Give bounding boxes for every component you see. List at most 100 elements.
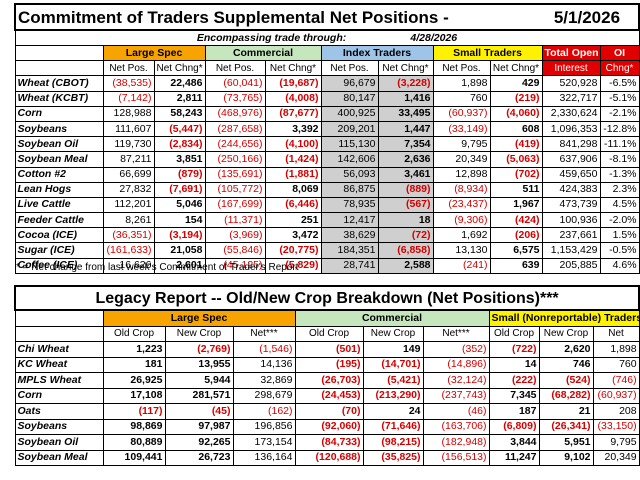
table-cell: (3,969) <box>204 227 266 244</box>
table-cell: (23,437) <box>432 196 491 214</box>
table-cell: (1,424) <box>264 151 322 168</box>
table-cell: 12,898 <box>432 166 491 183</box>
table-cell: (26,703) <box>294 372 364 389</box>
table-cell: 38,629 <box>320 227 379 244</box>
table-cell: (70) <box>294 403 364 420</box>
table-cell: -1.3% <box>599 166 640 183</box>
table-cell: 119,730 <box>102 136 155 153</box>
table-cell: 1.5% <box>599 227 640 244</box>
table-cell: (135,691) <box>204 166 266 183</box>
table-cell: 281,571 <box>164 387 234 404</box>
table-cell: (117) <box>102 403 166 420</box>
table-cell: (206) <box>489 227 543 244</box>
table-cell: (4,008) <box>264 90 322 107</box>
table-cell: 111,607 <box>102 120 155 138</box>
table-cell: (2,769) <box>164 341 234 358</box>
table-cell: 760 <box>432 90 491 107</box>
table-cell: 251 <box>264 212 322 229</box>
table-cell: 32,869 <box>232 372 296 389</box>
table-cell: 100,936 <box>541 212 601 229</box>
table-cell: (213,290) <box>362 387 424 404</box>
table-cell: (161,633) <box>102 242 155 259</box>
commodity-label: Wheat (KCBT) <box>14 90 104 107</box>
column-header: New Crop <box>538 325 594 342</box>
table-cell: 208 <box>592 403 640 420</box>
table-cell: 5,944 <box>164 372 234 389</box>
table-cell: 20,349 <box>592 449 640 466</box>
table-cell: (55,846) <box>204 242 266 259</box>
table-cell: (38,535) <box>102 75 155 92</box>
table-cell: 1,898 <box>592 341 640 358</box>
table-cell: (468,976) <box>204 105 266 122</box>
column-header: Old Crop <box>294 325 364 342</box>
table-cell: (6,446) <box>264 196 322 214</box>
table-cell: (9,306) <box>432 212 491 229</box>
table-cell: 24 <box>362 403 424 420</box>
table-cell: 511 <box>489 181 543 198</box>
table-cell: 17,108 <box>102 387 166 404</box>
table-cell: (250,166) <box>204 151 266 168</box>
table-cell: (60,041) <box>204 75 266 92</box>
commodity-label: MPLS Wheat <box>14 372 104 389</box>
supplemental-table-body: Wheat (CBOT) (38,535) 22,486 (60,041) (19,68… <box>14 75 640 274</box>
table-cell: 21 <box>538 403 594 420</box>
commodity-label: Lean Hogs <box>14 181 104 198</box>
footnote: * = Net change from last week's Commitme… <box>16 262 299 273</box>
table-cell: (60,937) <box>432 105 491 122</box>
table-cell: 2,620 <box>538 341 594 358</box>
column-header: New Crop <box>362 325 424 342</box>
table-cell: (14,701) <box>362 356 424 373</box>
table-cell: 92,265 <box>164 434 234 451</box>
commodity-label: Soybeans <box>14 120 104 138</box>
table-cell: (84,733) <box>294 434 364 451</box>
commodity-label: Corn <box>14 387 104 404</box>
table-row: Coffee (ICE) 16,626 2,601 (45,125) (5,829) 28… <box>14 257 640 274</box>
column-header: Chng* <box>599 60 640 77</box>
table-cell: 2,636 <box>377 151 434 168</box>
table-cell: 3,844 <box>488 434 540 451</box>
table-cell: (879) <box>153 166 206 183</box>
table-cell: -6.5% <box>599 75 640 92</box>
column-header: Net*** <box>232 325 296 342</box>
group-header-row: Large Spec Commercial Index Traders Smal… <box>14 44 640 62</box>
group-index-traders: Index Traders <box>320 44 434 62</box>
commodity-label: Live Cattle <box>14 196 104 214</box>
table-cell: 473,739 <box>541 196 601 214</box>
table-cell: (105,772) <box>204 181 266 198</box>
table-cell: (237,743) <box>422 387 490 404</box>
table-cell: 608 <box>489 120 543 138</box>
table-cell: 1,447 <box>377 120 434 138</box>
group-commercial: Commercial <box>204 44 322 62</box>
table-cell: 128,988 <box>102 105 155 122</box>
legacy-table-body: Chi Wheat 1,223 (2,769) (1,546) (501) 149 (352… <box>14 341 640 466</box>
column-header: Interest <box>541 60 601 77</box>
table-cell: 28,741 <box>320 257 379 274</box>
table-cell: (32,124) <box>422 372 490 389</box>
table-cell: (60,937) <box>592 387 640 404</box>
column-header: Net Chng* <box>489 60 543 77</box>
table-cell: 429 <box>489 75 543 92</box>
table-cell: 27,832 <box>102 181 155 198</box>
table-row: Soybean Oil 80,889 92,265 173,154 (84,733) (9… <box>14 434 640 451</box>
table-cell: -2.1% <box>599 105 640 122</box>
table-cell: 7,345 <box>488 387 540 404</box>
table-cell: 196,856 <box>232 418 296 435</box>
commodity-label: Oats <box>14 403 104 420</box>
table-cell: 3,461 <box>377 166 434 183</box>
table-cell: 56,093 <box>320 166 379 183</box>
table-cell: 18 <box>377 212 434 229</box>
table-cell: (2,834) <box>153 136 206 153</box>
table-cell: 86,875 <box>320 181 379 198</box>
legacy-column-header-row: Old Crop New Crop Net*** Old Crop New Crop Ne… <box>14 325 640 342</box>
table-cell: (20,775) <box>264 242 322 259</box>
commodity-label: KC Wheat <box>14 356 104 373</box>
table-cell: (6,809) <box>488 418 540 435</box>
table-cell: (45,125) <box>204 257 266 274</box>
table-cell: (352) <box>422 341 490 358</box>
table-cell: 637,906 <box>541 151 601 168</box>
table-row: Live Cattle 112,201 5,046 (167,699) (6,446) 7… <box>14 196 640 214</box>
legacy-group-large-spec: Large Spec <box>102 309 296 327</box>
table-cell: (5,829) <box>264 257 322 274</box>
legacy-group-header-row: Large Spec Commercial Small (Nonreportab… <box>14 309 640 327</box>
table-cell: 424,383 <box>541 181 601 198</box>
